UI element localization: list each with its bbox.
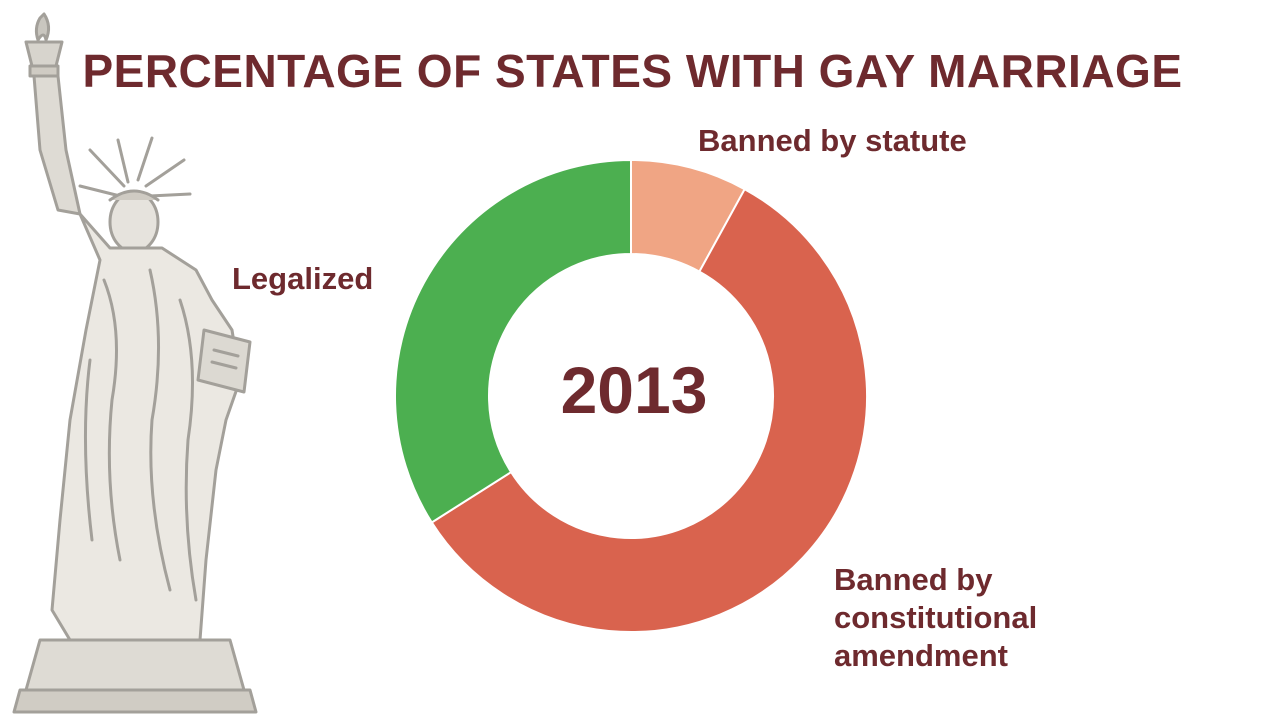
label-line: constitutional [834, 599, 1037, 637]
label-banned-by-statute: Banned by statute [698, 122, 967, 160]
center-year-label: 2013 [484, 352, 784, 428]
label-line: Banned by [834, 561, 1037, 599]
label-legalized: Legalized [232, 260, 373, 298]
label-line: amendment [834, 637, 1037, 675]
slice-legalized [395, 160, 631, 522]
label-banned-by-constitutional-amendment: Banned by constitutional amendment [834, 561, 1037, 675]
